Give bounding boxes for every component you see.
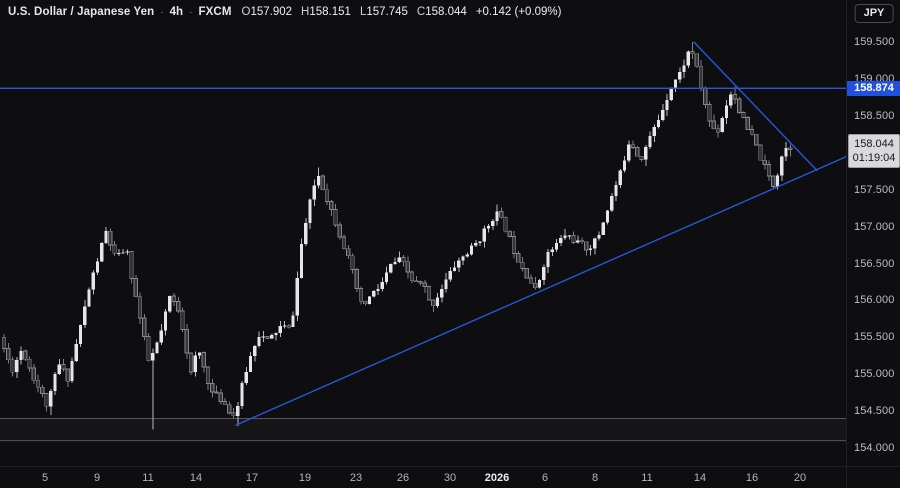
date-tick-label: 23	[349, 472, 363, 484]
date-tick-label: 14	[189, 472, 203, 484]
price-tick-label: 156.000	[854, 294, 895, 307]
ohlc-readout: O157.902 H158.151 L157.745 C158.044 +0.1…	[242, 6, 562, 18]
date-tick-label: 17	[245, 472, 259, 484]
date-tick-label: 20	[793, 472, 807, 484]
price-tick-label: 159.500	[854, 36, 895, 49]
candles-group[interactable]	[1, 42, 793, 430]
date-tick-label: 8	[591, 472, 599, 484]
low-value: L157.745	[359, 6, 408, 18]
candlestick-chart[interactable]	[0, 0, 846, 466]
price-tick-label: 155.000	[854, 368, 895, 381]
price-tick-label: 158.500	[854, 109, 895, 122]
change-value: +0.142 (+0.09%)	[475, 6, 562, 18]
date-tick-label: 11	[641, 472, 653, 484]
high-value: H158.151	[301, 6, 351, 18]
price-tick-label: 157.000	[854, 220, 895, 233]
separator-dot: ·	[189, 7, 193, 18]
close-value: C158.044	[416, 6, 467, 18]
date-tick-label: 11	[142, 472, 154, 484]
separator-dot: ·	[160, 7, 164, 18]
time-axis[interactable]: 5 9 11 14 17 19 23 26 30 2026 6 8 11 14 16 20	[0, 466, 846, 488]
support-zone[interactable]	[0, 418, 846, 440]
date-tick-label: 16	[745, 472, 759, 484]
date-tick-label: 2026	[484, 472, 510, 484]
interval-label[interactable]: 4h	[169, 6, 184, 18]
price-axis[interactable]: JPY 158.874 158.044 01:19:04 159.500 159.…	[846, 0, 900, 466]
axis-corner	[846, 466, 900, 488]
date-tick-label: 9	[93, 472, 101, 484]
date-tick-label: 6	[541, 472, 549, 484]
currency-unit-button[interactable]: JPY	[854, 4, 894, 23]
alert-price-label[interactable]: 158.874	[847, 80, 900, 96]
bar-countdown: 01:19:04	[852, 151, 896, 164]
date-tick-label: 19	[298, 472, 312, 484]
exchange-label: FXCM	[198, 6, 232, 18]
last-price-value: 158.044	[854, 137, 894, 150]
price-tick-label: 157.500	[854, 183, 895, 196]
last-price-countdown-label[interactable]: 158.044 01:19:04	[848, 133, 900, 168]
date-tick-label: 5	[41, 472, 49, 484]
chart-pane[interactable]: U.S. Dollar / Japanese Yen · 4h · FXCM O…	[0, 0, 846, 466]
price-tick-label: 154.000	[854, 442, 895, 454]
open-value: O157.902	[241, 6, 293, 18]
date-tick-label: 26	[396, 472, 410, 484]
trendline-descending-resistance[interactable]	[693, 41, 818, 172]
date-tick-label: 30	[443, 472, 457, 484]
date-tick-label: 14	[693, 472, 707, 484]
symbol-title[interactable]: U.S. Dollar / Japanese Yen	[8, 6, 155, 18]
trendline-ascending-support[interactable]	[235, 155, 846, 426]
price-tick-label: 156.500	[854, 257, 895, 270]
price-tick-label: 154.500	[854, 405, 895, 418]
price-tick-label: 155.500	[854, 331, 895, 344]
chart-legend-header: U.S. Dollar / Japanese Yen · 4h · FXCM O…	[8, 6, 561, 18]
